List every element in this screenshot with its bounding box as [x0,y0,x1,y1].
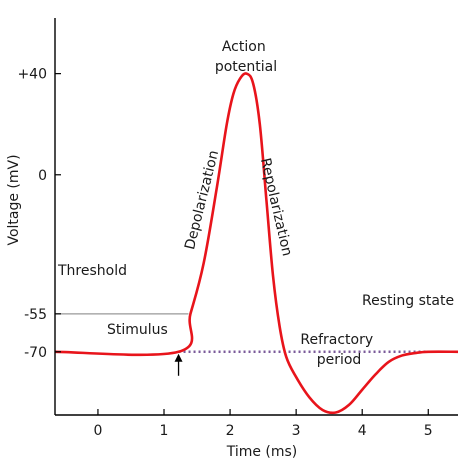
x-tick-label: 3 [292,423,301,439]
stimulus-arrow-icon [174,353,183,362]
depolarization-label: Depolarization [182,149,222,252]
x-tick-label: 1 [160,423,169,439]
x-tick-label: 5 [424,423,433,439]
x-tick-label: 0 [93,423,102,439]
y-tick-label: -55 [24,307,47,323]
resting-state-label: Resting state [362,293,454,309]
x-tick-label: 4 [358,423,367,439]
y-tick-label: 0 [38,168,47,184]
repolarization-label: Repolarization [257,157,295,258]
refractory-period-label: Refractory period [300,332,377,368]
y-axis-title: Voltage (mV) [6,154,22,245]
stimulus-label: Stimulus [107,322,168,338]
y-tick-label: +40 [17,67,47,83]
x-axis-title: Time (ms) [226,444,298,460]
y-tick-label: -70 [24,345,47,361]
x-tick-label: 2 [226,423,235,439]
action-potential-curve [54,72,459,415]
action-potential-label: Action potential [215,39,277,75]
threshold-label: Threshold [57,263,127,279]
